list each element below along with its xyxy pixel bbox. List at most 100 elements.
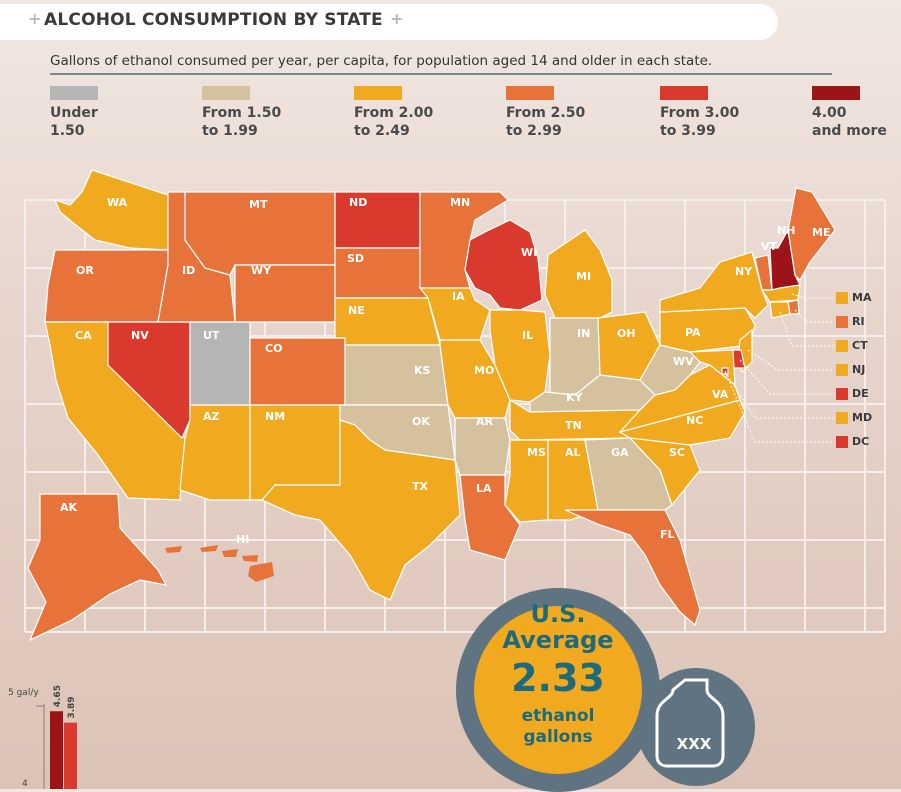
state-label-nm: NM xyxy=(265,410,285,423)
state-label-ga: GA xyxy=(611,446,629,459)
northeast-label: DC xyxy=(852,435,870,448)
state-mi xyxy=(544,229,613,319)
us-average-disc xyxy=(474,606,642,774)
bar-axis-label: 5 gal/y xyxy=(8,688,39,698)
state-label-ks: KS xyxy=(414,364,431,377)
state-label-id: ID xyxy=(182,264,195,277)
state-hi xyxy=(165,546,182,553)
divider xyxy=(50,73,832,75)
state-label-az: AZ xyxy=(203,410,220,423)
state-label-ar: AR xyxy=(476,415,494,428)
state-label-va: VA xyxy=(712,388,729,401)
leader-line xyxy=(739,359,834,395)
chart-title: ALCOHOL CONSUMPTION BY STATE xyxy=(44,10,383,30)
legend-swatch xyxy=(202,86,250,100)
state-label-sd: SD xyxy=(347,252,364,265)
state-hi xyxy=(200,545,218,552)
state-label-wa: WA xyxy=(107,196,128,209)
northeast-swatch xyxy=(836,340,848,352)
average-label-line1: U.S. xyxy=(530,600,586,628)
legend-item: From 1.50 to 1.99 xyxy=(202,86,281,140)
state-label-oh: OH xyxy=(617,327,636,340)
legend-label: to 2.99 xyxy=(506,123,562,139)
state-ia xyxy=(418,287,491,341)
legend-swatch xyxy=(50,86,98,100)
northeast-label: RI xyxy=(852,315,865,328)
state-ny xyxy=(659,251,769,319)
legend-swatch xyxy=(354,86,402,100)
state-label-ky: KY xyxy=(566,391,584,404)
legend-label: From 2.00 xyxy=(354,105,434,121)
northeast-label: CT xyxy=(852,339,868,352)
northeast-swatch xyxy=(836,412,848,424)
leader-line xyxy=(794,309,834,323)
leader-line xyxy=(791,293,834,299)
state-label-ny: NY xyxy=(735,265,753,278)
ranking-bar-label: 3.89 xyxy=(67,696,77,718)
state-label-il: IL xyxy=(522,329,533,342)
state-label-mi: MI xyxy=(576,270,591,283)
legend-swatch xyxy=(506,86,554,100)
state-label-me: ME xyxy=(812,226,830,239)
state-label-wi: WI xyxy=(521,246,537,259)
leader-line xyxy=(747,349,834,371)
northeast-swatch xyxy=(836,316,848,328)
legend-item: From 3.00 to 3.99 xyxy=(660,86,739,140)
state-ks xyxy=(344,344,449,406)
state-label-al: AL xyxy=(565,446,581,459)
state-label-sc: SC xyxy=(669,446,685,459)
state-label-tx: TX xyxy=(412,480,429,493)
state-hi xyxy=(248,562,274,582)
state-me xyxy=(787,187,836,281)
legend-label: and more xyxy=(812,123,887,139)
state-label-mo: MO xyxy=(474,364,494,377)
plus-icon: + xyxy=(28,9,42,28)
state-label-mt: MT xyxy=(249,198,268,211)
state-tx xyxy=(261,419,461,601)
bottle-icon: XXX xyxy=(655,678,725,768)
ranking-bar-label: 4.65 xyxy=(53,685,63,707)
state-wi xyxy=(464,219,543,311)
state-label-ok: OK xyxy=(412,415,430,428)
legend-swatch xyxy=(812,86,860,100)
state-label-tn: TN xyxy=(565,419,582,432)
state-hi xyxy=(222,549,238,557)
legend-label: From 3.00 xyxy=(660,105,740,121)
northeast-swatch xyxy=(836,364,848,376)
state-la xyxy=(459,474,521,561)
state-label-ne: NE xyxy=(348,304,365,317)
legend-label: 1.50 xyxy=(50,123,85,139)
state-label-ut: UT xyxy=(203,329,220,342)
state-label-ca: CA xyxy=(75,329,92,342)
legend-label: to 1.99 xyxy=(202,123,258,139)
state-label-la: LA xyxy=(476,482,492,495)
state-label-mn: MN xyxy=(450,196,470,209)
legend-label: Under xyxy=(50,105,98,121)
leader-line xyxy=(779,311,834,347)
state-md xyxy=(688,349,736,387)
average-label-line2: Average xyxy=(502,626,614,654)
state-label-nh: NH xyxy=(777,224,795,237)
northeast-label: MA xyxy=(852,291,872,304)
state-label-ia: IA xyxy=(452,290,465,303)
state-ky xyxy=(529,374,656,413)
state-label-ms: MS xyxy=(527,446,546,459)
state-label-nc: NC xyxy=(686,414,703,427)
legend-label: 4.00 xyxy=(812,105,847,121)
northeast-swatch xyxy=(836,436,848,448)
northeast-label: NJ xyxy=(852,363,866,376)
state-fl xyxy=(564,509,701,627)
state-label-wv: WV xyxy=(673,355,694,368)
state-label-fl: FL xyxy=(660,528,675,541)
legend-label: From 2.50 xyxy=(506,105,586,121)
state-or xyxy=(44,249,169,323)
state-wa xyxy=(53,169,169,251)
legend-label: to 2.49 xyxy=(354,123,410,139)
legend-item: From 2.50 to 2.99 xyxy=(506,86,585,140)
legend-item: 4.00 and more xyxy=(812,86,887,140)
plus-icon: + xyxy=(390,9,404,28)
legend-swatch xyxy=(660,86,708,100)
average-value: 2.33 xyxy=(511,656,605,700)
state-label-pa: PA xyxy=(685,326,701,339)
